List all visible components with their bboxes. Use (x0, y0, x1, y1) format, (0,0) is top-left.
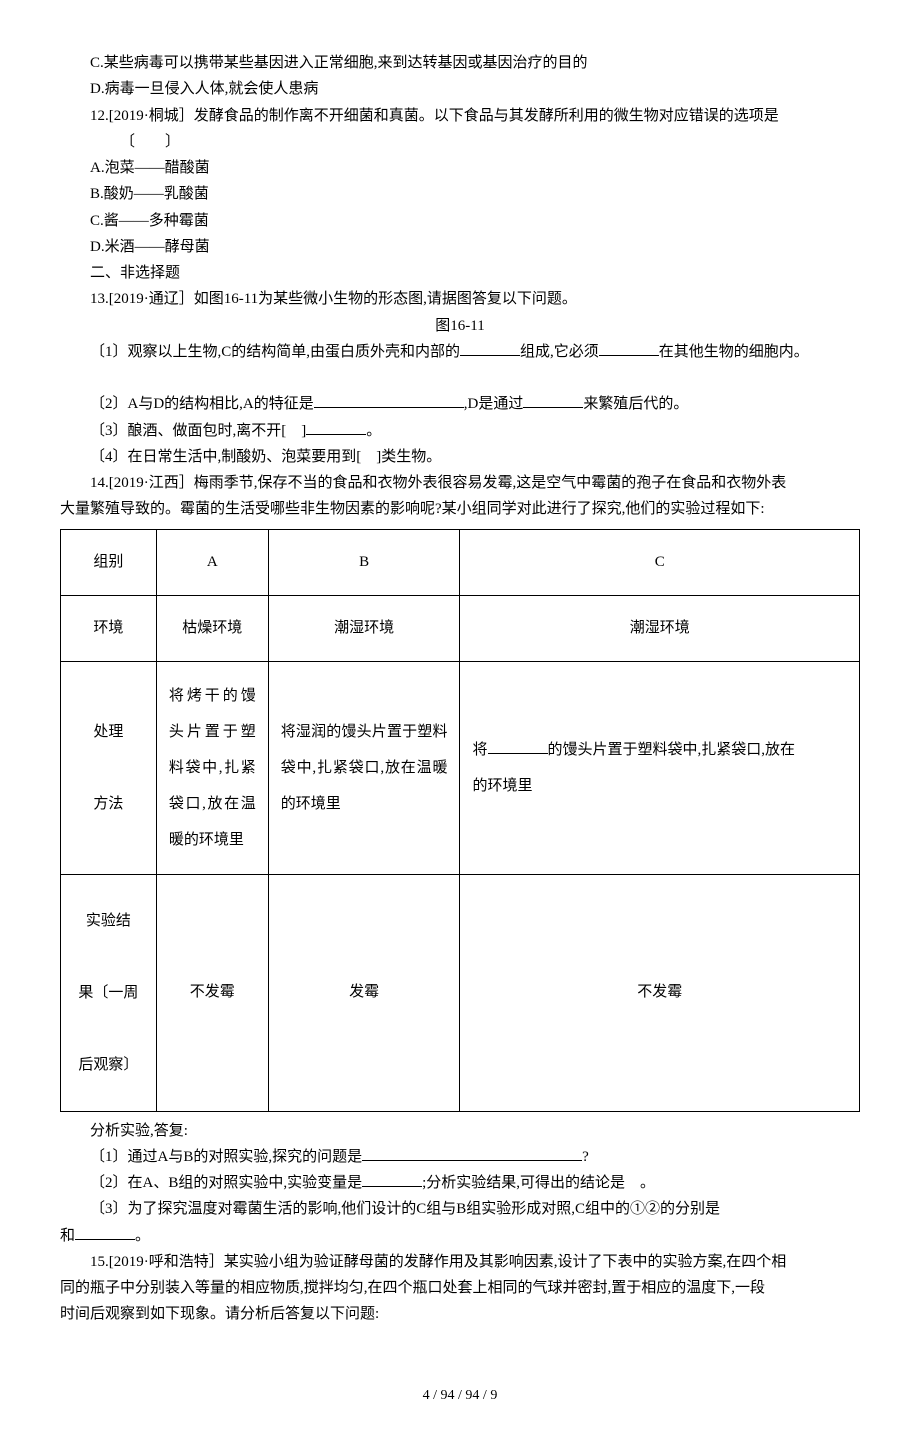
empty-line (60, 365, 860, 391)
env-c: 潮湿环境 (460, 595, 860, 661)
q12-option-d: D.米酒——酵母菌 (60, 234, 860, 260)
q13-sub2-text-c: 来繁殖后代的。 (583, 396, 688, 412)
q14-sub2-text-a: 〔2〕在A、B组的对照实验中,实验变量是 (90, 1175, 362, 1191)
q14-sub3-period: 。 (135, 1228, 150, 1244)
method-c-pre: 将 (472, 742, 487, 758)
table-env-row: 环境 枯燥环境 潮湿环境 潮湿环境 (61, 595, 860, 661)
fill-blank[interactable] (599, 341, 659, 356)
result-b: 发霉 (268, 874, 460, 1111)
q13-sub1-text-c: 在其他生物的细胞内。 (659, 344, 809, 360)
option-d: D.病毒一旦侵入人体,就会使人患病 (60, 76, 860, 102)
q14-sub3-and: 和 (60, 1228, 75, 1244)
th-group: 组别 (61, 529, 157, 595)
q13-sub4: 〔4〕在日常生活中,制酸奶、泡菜要用到[ ]类生物。 (60, 444, 860, 470)
option-c: C.某些病毒可以携带某些基因进入正常细胞,来到达转基因或基因治疗的目的 (60, 50, 860, 76)
method-c: 将 的馒头片置于塑料袋中,扎紧袋口,放在的环境里 (460, 661, 860, 874)
th-a: A (156, 529, 268, 595)
env-a: 枯燥环境 (156, 595, 268, 661)
env-b: 潮湿环境 (268, 595, 460, 661)
q14-sub1: 〔1〕通过A与B的对照实验,探究的问题是? (60, 1144, 860, 1170)
q15-stem-1: 15.[2019·呼和浩特］某实验小组为验证酵母菌的发酵作用及其影响因素,设计了… (60, 1249, 860, 1275)
q13-sub2-text-a: 〔2〕A与D的结构相比,A的特征是 (90, 396, 314, 412)
fill-blank[interactable] (362, 1172, 422, 1187)
q13-sub1-text-a: 〔1〕观察以上生物,C的结构简单,由蛋白质外壳和内部的 (90, 344, 460, 360)
method-c-post: 的馒头片置于塑料袋中,扎紧袋口,放在 (548, 742, 796, 758)
th-c: C (460, 529, 860, 595)
fill-blank[interactable] (306, 420, 366, 435)
experiment-table: 组别 A B C 环境 枯燥环境 潮湿环境 潮湿环境 处理方法 将烤干的馒头片置… (60, 529, 860, 1112)
q15-stem-3: 时间后观察到如下现象。请分析后答复以下问题: (60, 1301, 860, 1327)
q13-sub2-text-b: ,D是通过 (464, 396, 524, 412)
row-label-env: 环境 (61, 595, 157, 661)
fill-blank[interactable] (523, 393, 583, 408)
table-header-row: 组别 A B C (61, 529, 860, 595)
fill-blank[interactable] (460, 341, 520, 356)
th-b: B (268, 529, 460, 595)
q12-option-a: A.泡菜——醋酸菌 (60, 155, 860, 181)
q15-stem-2: 同的瓶子中分别装入等量的相应物质,搅拌均匀,在四个瓶口处套上相同的气球并密封,置… (60, 1275, 860, 1301)
q12-bracket: 〔 〕 (60, 129, 860, 155)
fill-blank[interactable] (362, 1146, 582, 1161)
q12-option-c: C.酱——多种霉菌 (60, 208, 860, 234)
table-result-row: 实验结果〔一周后观察〕 不发霉 发霉 不发霉 (61, 874, 860, 1111)
q12-option-b: B.酸奶——乳酸菌 (60, 181, 860, 207)
table-method-row: 处理方法 将烤干的馒头片置于塑料袋中,扎紧袋口,放在温暖的环境里 将湿润的馒头片… (61, 661, 860, 874)
row-label-method: 处理方法 (61, 661, 157, 874)
fill-blank[interactable] (314, 393, 464, 408)
q12-stem: 12.[2019·桐城］发酵食品的制作离不开细菌和真菌。以下食品与其发酵所利用的… (60, 103, 860, 129)
q14-analysis: 分析实验,答复: (60, 1118, 860, 1144)
method-c-end: 的环境里 (472, 778, 532, 794)
q14-stem-1: 14.[2019·江西］梅雨季节,保存不当的食品和衣物外表很容易发霉,这是空气中… (60, 470, 860, 496)
row-label-result: 实验结果〔一周后观察〕 (61, 874, 157, 1111)
section-2-header: 二、非选择题 (60, 260, 860, 286)
q14-sub1-text-a: 〔1〕通过A与B的对照实验,探究的问题是 (90, 1149, 362, 1165)
q13-stem: 13.[2019·通辽］如图16-11为某些微小生物的形态图,请据图答复以下问题… (60, 286, 860, 312)
q13-sub1-text-b: 组成,它必须 (520, 344, 599, 360)
fill-blank[interactable] (488, 739, 548, 754)
result-c: 不发霉 (460, 874, 860, 1111)
q14-sub2: 〔2〕在A、B组的对照实验中,实验变量是 ;分析实验结果,可得出的结论是 。 (60, 1170, 860, 1196)
result-a: 不发霉 (156, 874, 268, 1111)
q13-sub3-text-a: 〔3〕酿酒、做面包时,离不开[ ] (90, 423, 306, 439)
q13-sub1: 〔1〕观察以上生物,C的结构简单,由蛋白质外壳和内部的 组成,它必须 在其他生物的细… (60, 339, 860, 365)
q14-sub3-cont: 和。 (60, 1223, 860, 1249)
page-footer: 4 / 94 / 94 / 9 (60, 1388, 860, 1404)
fill-blank[interactable] (75, 1225, 135, 1240)
method-b: 将湿润的馒头片置于塑料袋中,扎紧袋口,放在温暖的环境里 (268, 661, 460, 874)
q14-sub1-text-b: ? (582, 1149, 589, 1165)
q13-sub3: 〔3〕酿酒、做面包时,离不开[ ] 。 (60, 418, 860, 444)
q14-sub2-text-b: ;分析实验结果,可得出的结论是 。 (422, 1175, 655, 1191)
q13-sub3-text-b: 。 (366, 423, 381, 439)
q14-stem-2: 大量繁殖导致的。霉菌的生活受哪些非生物因素的影响呢?某小组同学对此进行了探究,他… (60, 496, 860, 522)
q13-sub2: 〔2〕A与D的结构相比,A的特征是 ,D是通过 来繁殖后代的。 (60, 391, 860, 417)
figure-caption: 图16-11 (60, 313, 860, 339)
method-a: 将烤干的馒头片置于塑料袋中,扎紧袋口,放在温暖的环境里 (156, 661, 268, 874)
q14-sub3: 〔3〕为了探究温度对霉菌生活的影响,他们设计的C组与B组实验形成对照,C组中的①… (60, 1196, 860, 1222)
